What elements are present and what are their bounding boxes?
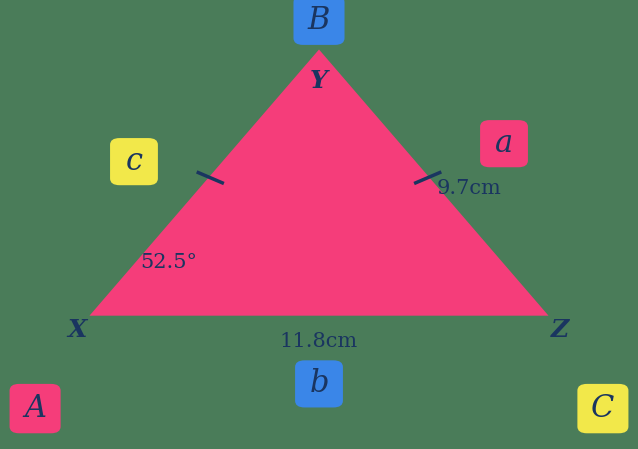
Text: B: B xyxy=(308,4,330,36)
FancyBboxPatch shape xyxy=(293,0,345,45)
Text: 9.7cm: 9.7cm xyxy=(436,179,501,198)
Text: Y: Y xyxy=(310,69,328,93)
Text: a: a xyxy=(495,128,513,159)
FancyBboxPatch shape xyxy=(10,384,61,433)
Text: C: C xyxy=(591,393,614,424)
FancyBboxPatch shape xyxy=(577,384,628,433)
Text: c: c xyxy=(126,146,142,177)
Text: b: b xyxy=(309,368,329,400)
FancyBboxPatch shape xyxy=(480,120,528,167)
Text: A: A xyxy=(24,393,46,424)
Text: 52.5°: 52.5° xyxy=(140,253,198,272)
Polygon shape xyxy=(93,52,545,314)
FancyBboxPatch shape xyxy=(110,138,158,185)
Text: 11.8cm: 11.8cm xyxy=(280,332,358,351)
FancyBboxPatch shape xyxy=(295,360,343,408)
Text: Z: Z xyxy=(551,318,569,342)
Text: X: X xyxy=(67,318,86,342)
